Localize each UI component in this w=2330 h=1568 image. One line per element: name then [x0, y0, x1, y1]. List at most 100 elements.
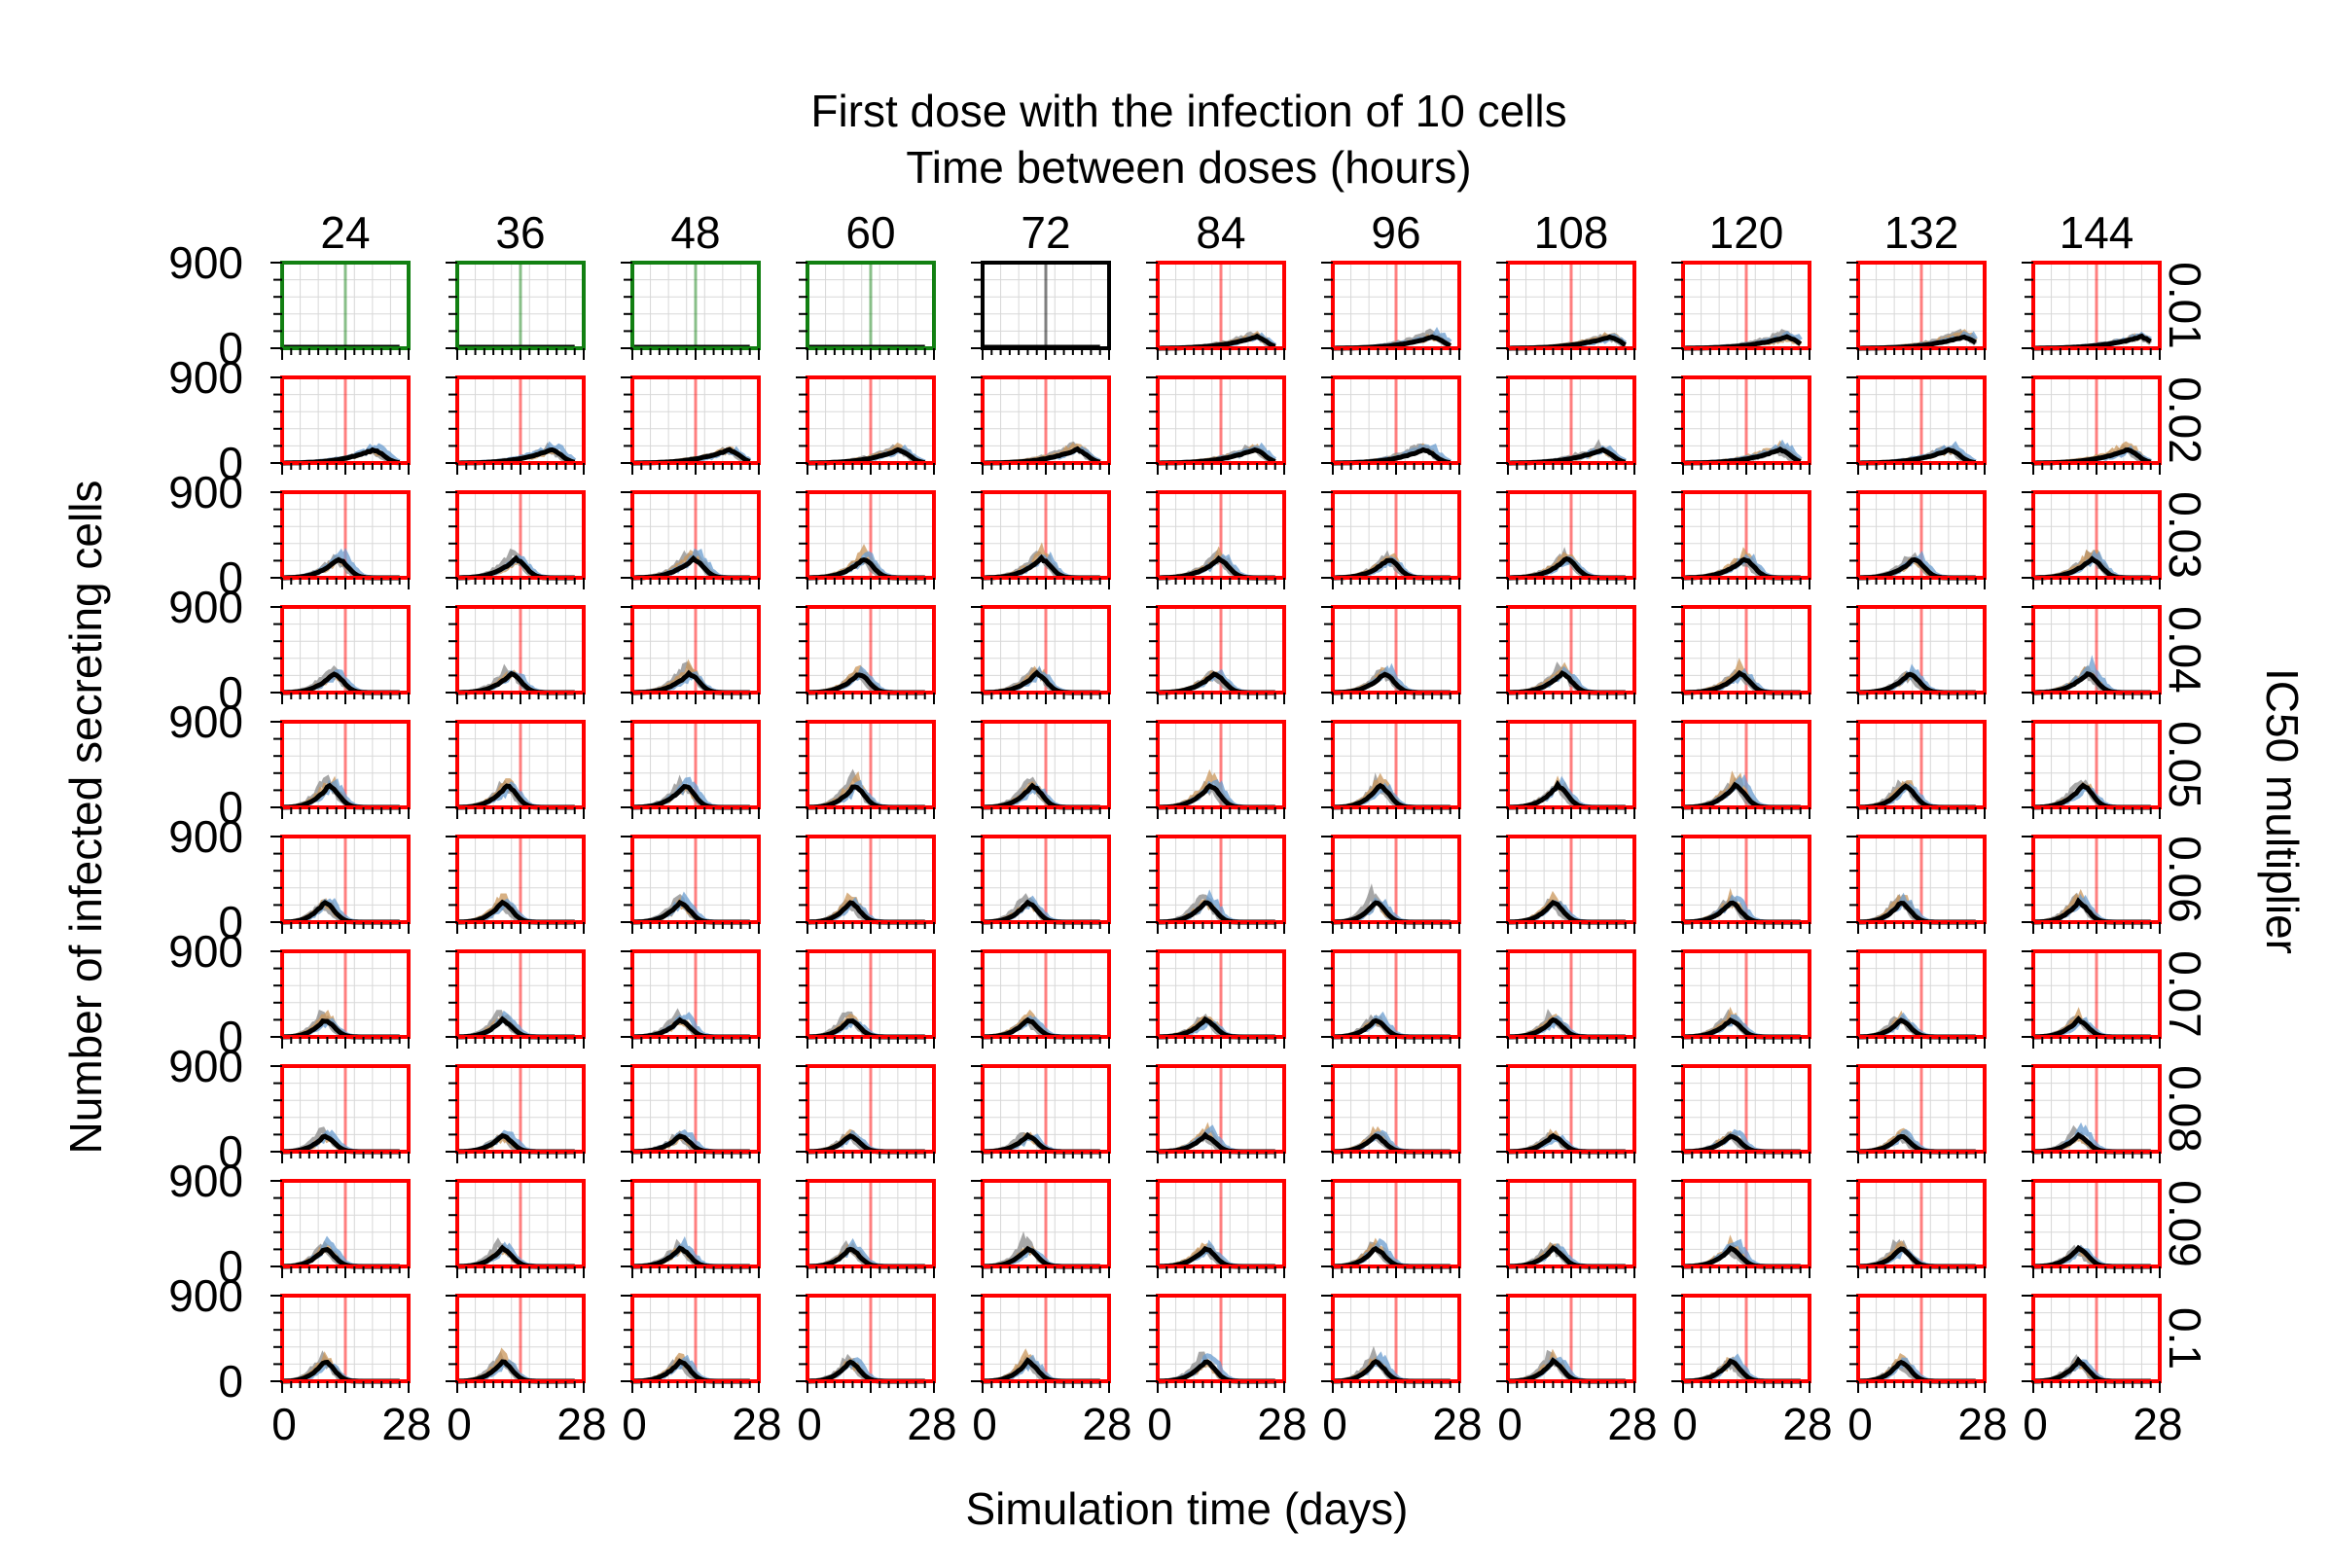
- subplot-panel: [796, 1179, 936, 1278]
- x-tick-label: 28: [732, 1399, 781, 1449]
- subplot-panel: [446, 375, 586, 475]
- subplot-panel: [971, 490, 1111, 589]
- subplot-panel: [1321, 261, 1461, 360]
- subplot-panel: 0 28: [971, 1294, 1132, 1449]
- subplot-panel: [446, 1179, 586, 1278]
- subplot-panel: [1846, 949, 1987, 1049]
- subplot-panel: [1146, 1179, 1286, 1278]
- chart-subtitle: Time between doses (hours): [906, 142, 1471, 193]
- subplot-panel: [1846, 720, 1987, 819]
- x-tick-label: 0: [1147, 1399, 1172, 1449]
- subplot-panel: [796, 720, 936, 819]
- column-label: 144: [2060, 207, 2134, 258]
- subplot-panel: [1846, 835, 1987, 934]
- subplot-panel: [796, 1064, 936, 1163]
- subplot-panel: [1846, 1064, 1987, 1163]
- subplot-panel: [2022, 490, 2162, 589]
- subplot-panel: [1671, 261, 1811, 360]
- subplot-panel: [1146, 835, 1286, 934]
- x-tick-label: 28: [1432, 1399, 1482, 1449]
- subplot-panel: [796, 375, 936, 475]
- subplot-panel: 0 28: [621, 1294, 782, 1449]
- subplot-panel: [1496, 490, 1636, 589]
- subplot-panel: [446, 720, 586, 819]
- subplot-panel: [2022, 949, 2162, 1049]
- x-tick-label: 28: [381, 1399, 431, 1449]
- subplot-panel: [1671, 605, 1811, 704]
- subplot-panel: [1146, 1064, 1286, 1163]
- subplot-panel: [971, 375, 1111, 475]
- subplot-panel: [1671, 720, 1811, 819]
- subplot-panel: [270, 490, 411, 589]
- x-tick-label: 28: [2133, 1399, 2182, 1449]
- subplot-panel: [1321, 835, 1461, 934]
- subplot-panel: [971, 949, 1111, 1049]
- subplot-panel: [621, 1179, 761, 1278]
- subplot-panel: [971, 835, 1111, 934]
- right-axis-title: IC50 multiplier: [2257, 668, 2308, 954]
- column-label: 24: [320, 207, 370, 258]
- subplot-panel: [621, 261, 761, 360]
- subplot-panel: 0 28: [796, 1294, 957, 1449]
- subplot-panel: [2022, 1179, 2162, 1278]
- subplot-panel: [796, 490, 936, 589]
- column-label: 132: [1884, 207, 1959, 258]
- subplot-panel: [446, 1064, 586, 1163]
- subplot-panel: [1846, 375, 1987, 475]
- y-tick-label: 0: [218, 782, 243, 833]
- subplot-panel: [1496, 375, 1636, 475]
- subplot-panel: [1146, 375, 1286, 475]
- x-tick-label: 0: [1847, 1399, 1873, 1449]
- subplot-panel: [621, 835, 761, 934]
- x-tick-label: 0: [447, 1399, 472, 1449]
- subplot-panel: [621, 490, 761, 589]
- subplot-panel: 0 28: [270, 1294, 432, 1449]
- subplot-panel: [270, 1179, 411, 1278]
- subplot-panel: [270, 261, 411, 360]
- x-axis-title: Simulation time (days): [965, 1483, 1408, 1534]
- subplot-panel: [1321, 720, 1461, 819]
- subplot-panel: [621, 949, 761, 1049]
- subplot-panel: [270, 1064, 411, 1163]
- y-tick-label: 0: [218, 667, 243, 718]
- subplot-panel: [2022, 605, 2162, 704]
- subplot-panel: [1671, 949, 1811, 1049]
- x-tick-label: 0: [1497, 1399, 1523, 1449]
- subplot-panel: [1321, 1179, 1461, 1278]
- column-label: 72: [1021, 207, 1070, 258]
- chart-title: First dose with the infection of 10 cell…: [810, 86, 1566, 136]
- subplot-panel: [1671, 1064, 1811, 1163]
- row-label: 0.1: [2160, 1307, 2210, 1370]
- subplot-panel: [446, 261, 586, 360]
- subplot-panel: 0 28: [1146, 1294, 1308, 1449]
- subplot-panel: [446, 605, 586, 704]
- row-label: 0.07: [2160, 950, 2210, 1038]
- subplot-panel: [1671, 835, 1811, 934]
- y-tick-label: 900: [168, 926, 243, 977]
- subplot-panel: [1496, 261, 1636, 360]
- row-label: 0.03: [2160, 491, 2210, 579]
- subplot-panel: [1146, 490, 1286, 589]
- row-label: 0.01: [2160, 262, 2210, 349]
- y-tick-label: 0: [218, 1241, 243, 1292]
- subplot-panel: [2022, 375, 2162, 475]
- subplot-panel: [270, 835, 411, 934]
- subplot-panel: 0 28: [1496, 1294, 1658, 1449]
- subplot-panel: [796, 835, 936, 934]
- y-tick-label: 900: [168, 1041, 243, 1091]
- row-label: 0.02: [2160, 376, 2210, 464]
- y-tick-label: 0: [218, 552, 243, 603]
- subplot-panel: [1321, 490, 1461, 589]
- row-label: 0.08: [2160, 1065, 2210, 1153]
- subplot-panel: [971, 720, 1111, 819]
- x-tick-label: 0: [271, 1399, 297, 1449]
- subplot-panel: [1321, 605, 1461, 704]
- subplot-panel: [2022, 835, 2162, 934]
- x-tick-label: 28: [1782, 1399, 1832, 1449]
- x-tick-label: 0: [972, 1399, 997, 1449]
- y-tick-label: 0: [218, 1012, 243, 1062]
- subplot-panel: [270, 720, 411, 819]
- x-tick-label: 28: [1607, 1399, 1657, 1449]
- subplot-panel: [1496, 835, 1636, 934]
